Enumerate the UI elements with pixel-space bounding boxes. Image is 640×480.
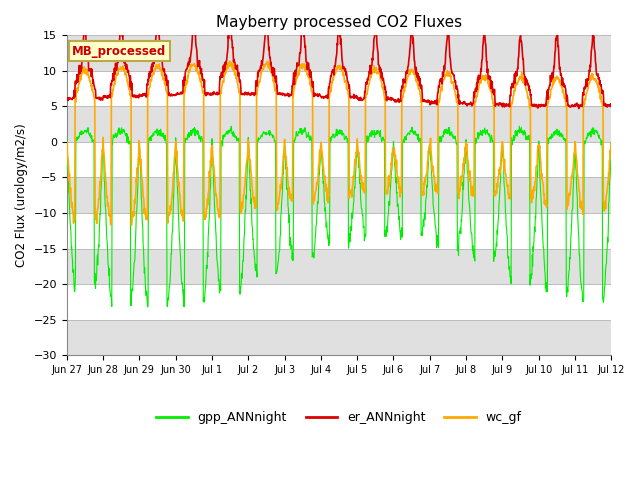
Bar xyxy=(67,249,611,284)
Title: Mayberry processed CO2 Fluxes: Mayberry processed CO2 Fluxes xyxy=(216,15,462,30)
Bar xyxy=(67,320,611,355)
Bar xyxy=(67,36,611,71)
Text: MB_processed: MB_processed xyxy=(72,45,166,58)
Legend: gpp_ANNnight, er_ANNnight, wc_gf: gpp_ANNnight, er_ANNnight, wc_gf xyxy=(152,406,527,429)
Bar xyxy=(67,107,611,142)
Bar xyxy=(67,178,611,213)
Y-axis label: CO2 Flux (urology/m2/s): CO2 Flux (urology/m2/s) xyxy=(15,123,28,267)
